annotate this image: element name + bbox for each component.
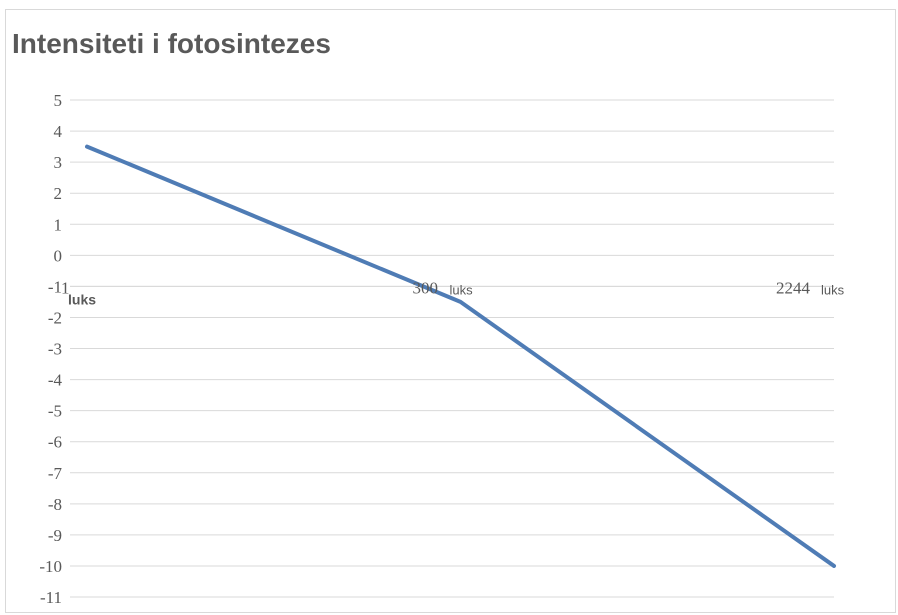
y-tick-label: -5 bbox=[48, 402, 62, 421]
y-tick-label: -11 bbox=[40, 588, 62, 607]
y-tick-label: -2 bbox=[48, 308, 62, 327]
chart-area bbox=[5, 9, 896, 613]
chart-title: Intensiteti i fotosintezes bbox=[12, 28, 331, 59]
y-tick-label: 3 bbox=[54, 153, 63, 172]
y-tick-label: 1 bbox=[54, 215, 63, 234]
y-tick-label: -6 bbox=[48, 433, 62, 452]
x-tick-unit: luks bbox=[821, 282, 845, 297]
y-tick-label: -9 bbox=[48, 526, 62, 545]
x-tick-label: 1 bbox=[61, 278, 70, 297]
y-tick-label: 5 bbox=[54, 91, 63, 110]
y-tick-label: -8 bbox=[48, 495, 62, 514]
x-tick-unit: luks bbox=[68, 291, 96, 307]
y-tick-label: 4 bbox=[54, 122, 63, 141]
y-tick-label: 0 bbox=[54, 246, 63, 265]
x-tick-unit: luks bbox=[450, 282, 474, 297]
y-tick-label: -7 bbox=[48, 464, 63, 483]
x-tick-label: 300 bbox=[413, 278, 439, 297]
x-tick-label: 2244 bbox=[776, 278, 811, 297]
y-tick-label: -3 bbox=[48, 340, 62, 359]
y-tick-label: -4 bbox=[48, 371, 63, 390]
y-tick-label: 2 bbox=[54, 184, 63, 203]
series-line bbox=[85, 144, 836, 568]
y-tick-label: -1 bbox=[48, 277, 62, 296]
y-tick-label: -10 bbox=[39, 557, 62, 576]
